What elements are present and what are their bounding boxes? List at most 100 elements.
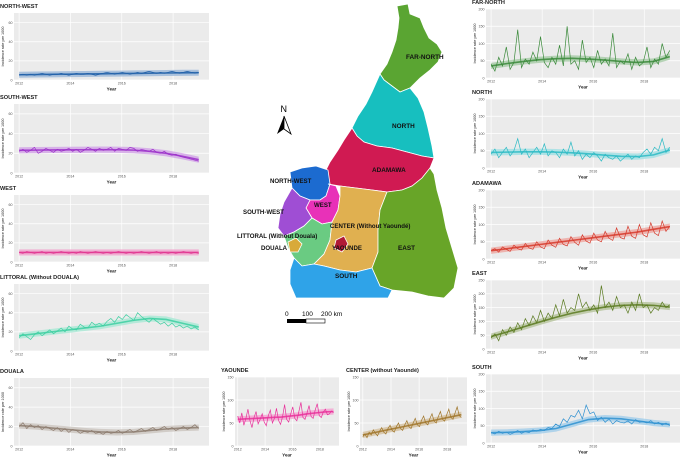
y-tick-label: 0 xyxy=(11,444,13,448)
trend-line xyxy=(491,149,671,158)
x-tick-label: 2014 xyxy=(66,82,74,86)
x-tick-label: 2012 xyxy=(487,170,495,174)
cameroon-region-map: FAR-NORTH NORTH ADAMAWA NORTH-WEST WEST … xyxy=(232,0,472,335)
y-axis-title: Incidence rate per 1000 xyxy=(473,295,477,335)
chart-svg: 0 50 100 150 200 2012 2014 2016 2018 Year Incidenc… xyxy=(473,188,680,271)
chart-title: NORTH xyxy=(472,90,492,96)
map-label-adamawa: ADAMAWA xyxy=(372,167,406,174)
x-axis-title: Year xyxy=(578,175,588,180)
chart-panel-littoral: 0 20 40 60 2012 2014 2016 2018 Year Incidence rat… xyxy=(0,275,213,363)
map-region-east[interactable] xyxy=(371,167,459,299)
y-axis-title: Incidence rate per 1000 xyxy=(473,205,477,245)
y-tick-label: 50 xyxy=(481,59,485,63)
y-tick-label: 200 xyxy=(479,97,485,101)
chart-svg: 0 20 40 60 2012 2014 2016 2018 Year Incidence rat… xyxy=(1,378,209,458)
y-tick-label: 0 xyxy=(11,349,13,353)
x-axis-title: Year xyxy=(578,450,588,455)
chart-panel-west: 0 20 40 60 2012 2014 2016 2018 Year Incidence rat… xyxy=(0,186,213,274)
map-region-south[interactable] xyxy=(289,257,393,299)
y-tick-label: 0 xyxy=(483,166,485,170)
y-tick-label: 40 xyxy=(9,132,13,136)
plot-background xyxy=(14,13,209,80)
x-tick-label: 2016 xyxy=(288,448,296,452)
y-tick-label: 100 xyxy=(479,223,485,227)
y-tick-label: 40 xyxy=(9,311,13,315)
y-tick-label: 60 xyxy=(9,203,13,207)
x-tick-label: 2018 xyxy=(640,261,648,265)
chart-panel-adamawa: 0 50 100 150 200 2012 2014 2016 2018 Year Incidenc… xyxy=(472,181,684,271)
chart-panel-north-west: 0 20 40 60 2012 2014 2016 2018 Year Incidence rat… xyxy=(0,4,213,92)
chart-svg: 0 50 100 150 200 250 2012 2014 2016 2018 Year Incid… xyxy=(473,278,680,361)
map-label-yaounde: YAOUNDE xyxy=(332,245,362,252)
map-label-far-north: FAR-NORTH xyxy=(406,54,444,61)
x-tick-label: 2014 xyxy=(538,351,546,355)
chart-title: EAST xyxy=(472,271,487,277)
chart-title: ADAMAWA xyxy=(472,181,502,187)
y-tick-label: 250 xyxy=(479,278,485,282)
map-label-center: CENTER (Without Yaoundé) xyxy=(330,223,410,230)
x-tick-label: 2012 xyxy=(487,351,495,355)
y-axis-title: Incidence rate per 1000 xyxy=(473,114,477,154)
chart-title: SOUTH xyxy=(472,365,492,371)
x-axis-title: Year xyxy=(107,87,117,92)
chart-title: SOUTH-WEST xyxy=(0,95,38,101)
x-tick-label: 2012 xyxy=(15,264,23,268)
x-tick-label: 2014 xyxy=(66,448,74,452)
y-tick-label: 0 xyxy=(483,257,485,261)
chart-title: FAR-NORTH xyxy=(472,0,505,6)
x-tick-label: 2016 xyxy=(589,445,597,449)
y-axis-title: Incidence rate per 1000 xyxy=(1,392,5,432)
chart-svg: 0 50 100 150 200 2012 2014 2016 2018 Year Incidenc… xyxy=(473,7,680,90)
x-tick-label: 2016 xyxy=(118,448,126,452)
map-region-yaounde[interactable] xyxy=(333,235,349,253)
x-tick-label: 2012 xyxy=(359,448,367,452)
y-tick-label: 0 xyxy=(483,347,485,351)
y-tick-label: 150 xyxy=(228,375,234,379)
scale-label-0: 0 xyxy=(285,311,289,318)
chart-panel-south-west: 0 20 40 60 2012 2014 2016 2018 Year Incidence rat… xyxy=(0,95,213,185)
trend-confidence-band xyxy=(237,408,334,423)
trend-line xyxy=(362,413,462,436)
y-tick-label: 200 xyxy=(479,292,485,296)
x-tick-label: 2016 xyxy=(589,351,597,355)
y-tick-label: 20 xyxy=(9,330,13,334)
chart-svg: 0 50 100 150 2012 2014 2016 2018 Year Incidence r… xyxy=(347,375,467,458)
x-tick-label: 2012 xyxy=(234,448,242,452)
x-tick-label: 2016 xyxy=(118,82,126,86)
x-tick-label: 2012 xyxy=(487,445,495,449)
x-axis-title: Year xyxy=(107,180,117,185)
map-region-douala[interactable] xyxy=(287,237,303,253)
x-tick-label: 2016 xyxy=(589,170,597,174)
trend-confidence-band xyxy=(491,53,670,70)
map-label-north-west: NORTH-WEST xyxy=(270,178,312,185)
map-label-littoral: LITTORAL (Without Douala) xyxy=(237,233,317,240)
trend-line xyxy=(19,71,199,76)
y-tick-label: 150 xyxy=(479,115,485,119)
x-axis-title: Year xyxy=(578,356,588,361)
x-tick-label: 2014 xyxy=(538,80,546,84)
plot-background xyxy=(14,284,209,351)
scale-label-100: 100 xyxy=(302,311,313,318)
chart-svg: 0 20 40 60 2012 2014 2016 2018 Year Incidence rat… xyxy=(1,104,209,185)
y-tick-label: 60 xyxy=(9,386,13,390)
y-tick-label: 20 xyxy=(9,152,13,156)
chart-panel-yaounde: 0 50 100 150 2012 2014 2016 2018 Year Incidence r… xyxy=(221,368,343,458)
map-region-far-north[interactable] xyxy=(379,3,443,93)
y-tick-label: 0 xyxy=(11,78,13,82)
chart-svg: 0 20 40 60 2012 2014 2016 2018 Year Incidence rat… xyxy=(1,13,209,92)
chart-panel-north: 0 50 100 150 200 2012 2014 2016 2018 Year Incidenc… xyxy=(472,90,684,180)
y-axis-title: Incidence rate per 1000 xyxy=(1,209,5,249)
y-tick-label: 40 xyxy=(9,40,13,44)
y-tick-label: 50 xyxy=(481,149,485,153)
chart-title: CENTER (without Yaoundé) xyxy=(346,368,419,374)
x-tick-label: 2016 xyxy=(589,261,597,265)
scale-label-200: 200 km xyxy=(321,311,342,318)
x-tick-label: 2018 xyxy=(169,264,177,268)
trend-line xyxy=(491,417,670,434)
series-line xyxy=(490,404,670,435)
chart-svg: 0 50 100 150 2012 2014 2016 2018 Year Incidence r… xyxy=(222,375,339,458)
trend-line xyxy=(237,410,334,421)
y-axis-title: Incidence rate per 1000 xyxy=(1,298,5,338)
x-tick-label: 2012 xyxy=(487,80,495,84)
chart-title: YAOUNDE xyxy=(221,368,249,374)
